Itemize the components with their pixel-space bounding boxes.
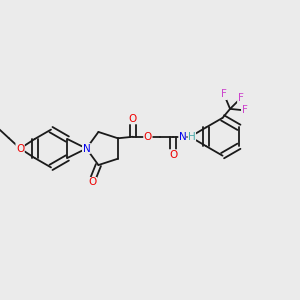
Text: O: O <box>144 132 152 142</box>
Text: N: N <box>178 132 186 142</box>
Text: O: O <box>88 177 97 188</box>
Text: O: O <box>16 143 24 154</box>
Text: N: N <box>82 143 90 154</box>
Text: O: O <box>129 114 137 124</box>
Text: F: F <box>242 105 248 116</box>
Text: F: F <box>238 93 244 103</box>
Text: F: F <box>221 89 227 100</box>
Text: H: H <box>188 132 196 142</box>
Text: O: O <box>169 150 177 160</box>
